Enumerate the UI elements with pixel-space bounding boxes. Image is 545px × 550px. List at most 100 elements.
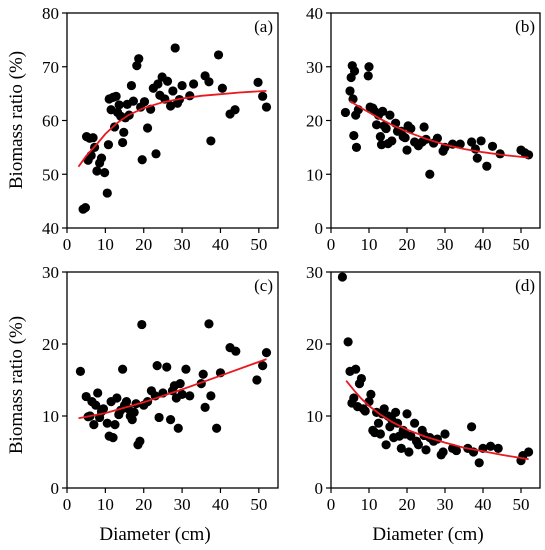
- y-tick-label: 10: [42, 407, 59, 426]
- data-point: [129, 407, 139, 417]
- data-point: [440, 429, 450, 439]
- data-point: [170, 43, 180, 53]
- data-point: [351, 142, 362, 152]
- data-point: [134, 54, 144, 64]
- fit-curve-b: [349, 100, 529, 159]
- data-point: [162, 362, 172, 372]
- data-point: [152, 361, 162, 371]
- data-point: [137, 155, 147, 165]
- data-point: [80, 202, 91, 213]
- data-point: [102, 188, 112, 198]
- panel-label-d: (d): [515, 276, 535, 295]
- data-point: [402, 145, 412, 155]
- data-point: [165, 415, 176, 425]
- data-point: [103, 140, 114, 150]
- data-point: [253, 77, 263, 87]
- data-point: [364, 62, 374, 72]
- fit-curve-c: [78, 358, 267, 420]
- y-tick-label: 10: [306, 165, 323, 184]
- data-point: [127, 415, 137, 425]
- data-point: [121, 397, 132, 407]
- data-point: [406, 123, 416, 134]
- data-point: [168, 86, 178, 96]
- data-point: [119, 127, 129, 137]
- data-point: [372, 120, 382, 130]
- data-point: [351, 364, 361, 374]
- data-point: [204, 77, 214, 87]
- x-tick-label: 0: [63, 235, 72, 254]
- x-tick-label: 50: [250, 495, 267, 514]
- x-tick-label: 40: [475, 495, 492, 514]
- x-tick-label: 50: [250, 235, 267, 254]
- x-tick-label: 20: [399, 495, 416, 514]
- x-tick-label: 40: [212, 235, 229, 254]
- x-axis-label-right: Diameter (cm): [372, 524, 483, 545]
- data-point: [400, 133, 410, 143]
- data-point: [391, 407, 401, 417]
- data-point: [153, 79, 163, 89]
- data-point: [340, 107, 351, 118]
- data-point: [109, 122, 120, 132]
- data-point: [185, 391, 195, 401]
- data-point: [343, 337, 353, 347]
- data-point: [438, 447, 448, 457]
- data-point: [102, 418, 112, 428]
- data-point: [112, 393, 122, 403]
- data-point: [356, 373, 366, 384]
- x-tick-label: 10: [97, 495, 114, 514]
- plot-frame-c: [66, 271, 279, 489]
- fit-curve-d: [345, 380, 529, 461]
- data-point: [91, 400, 101, 410]
- x-tick-label: 30: [174, 495, 191, 514]
- data-point: [419, 122, 429, 132]
- y-tick-label: 10: [306, 407, 323, 426]
- data-point: [421, 445, 431, 455]
- data-point: [108, 433, 118, 443]
- data-point: [231, 346, 241, 356]
- data-point: [162, 76, 173, 86]
- data-point: [110, 420, 120, 430]
- x-tick-label: 40: [212, 495, 229, 514]
- data-point: [135, 436, 145, 446]
- y-tick-label: 80: [42, 4, 59, 23]
- plot-frame-d: [330, 271, 541, 489]
- data-point: [185, 91, 195, 101]
- data-point: [118, 137, 128, 148]
- y-tick-label: 50: [42, 165, 59, 184]
- panel-b: 0 10 20 30 40 50 0 10 20 30 40 (b): [306, 4, 541, 254]
- data-point: [425, 169, 435, 179]
- data-point: [126, 80, 137, 91]
- panel-a: 0 10 20 30 40 50 40 50 60 70 80 (a): [42, 4, 279, 254]
- data-point: [111, 91, 121, 101]
- panel-c: 0 10 20 30 40 50 0 10 20 30 (c): [42, 263, 279, 514]
- x-tick-label: 50: [513, 495, 530, 514]
- y-axis-label-bottom: Biomass ratio (%): [6, 316, 27, 454]
- data-point: [142, 123, 153, 133]
- data-point: [375, 429, 385, 439]
- data-point: [381, 123, 391, 134]
- data-point: [75, 366, 86, 376]
- data-point: [177, 80, 187, 91]
- data-point: [432, 133, 442, 143]
- data-point: [387, 136, 397, 146]
- data-point: [252, 375, 262, 385]
- data-point: [345, 86, 355, 96]
- y-tick-label: 0: [315, 219, 324, 238]
- x-tick-label: 0: [327, 235, 336, 254]
- x-tick-label: 30: [437, 495, 454, 514]
- y-tick-label: 0: [51, 479, 60, 498]
- data-point: [410, 418, 420, 428]
- panel-label-b: (b): [515, 17, 535, 36]
- y-axis-label-top: Biomass ratio (%): [6, 51, 27, 189]
- data-point: [349, 393, 359, 403]
- data-point: [189, 79, 199, 89]
- y-tick-label: 40: [42, 219, 59, 238]
- data-point: [200, 402, 210, 412]
- data-point: [366, 389, 376, 399]
- y-tick-label: 30: [306, 263, 323, 282]
- y-tick-label: 30: [42, 263, 59, 282]
- x-tick-label: 30: [437, 235, 454, 254]
- data-point: [375, 132, 385, 142]
- y-tick-label: 70: [42, 58, 59, 77]
- data-point: [137, 319, 147, 330]
